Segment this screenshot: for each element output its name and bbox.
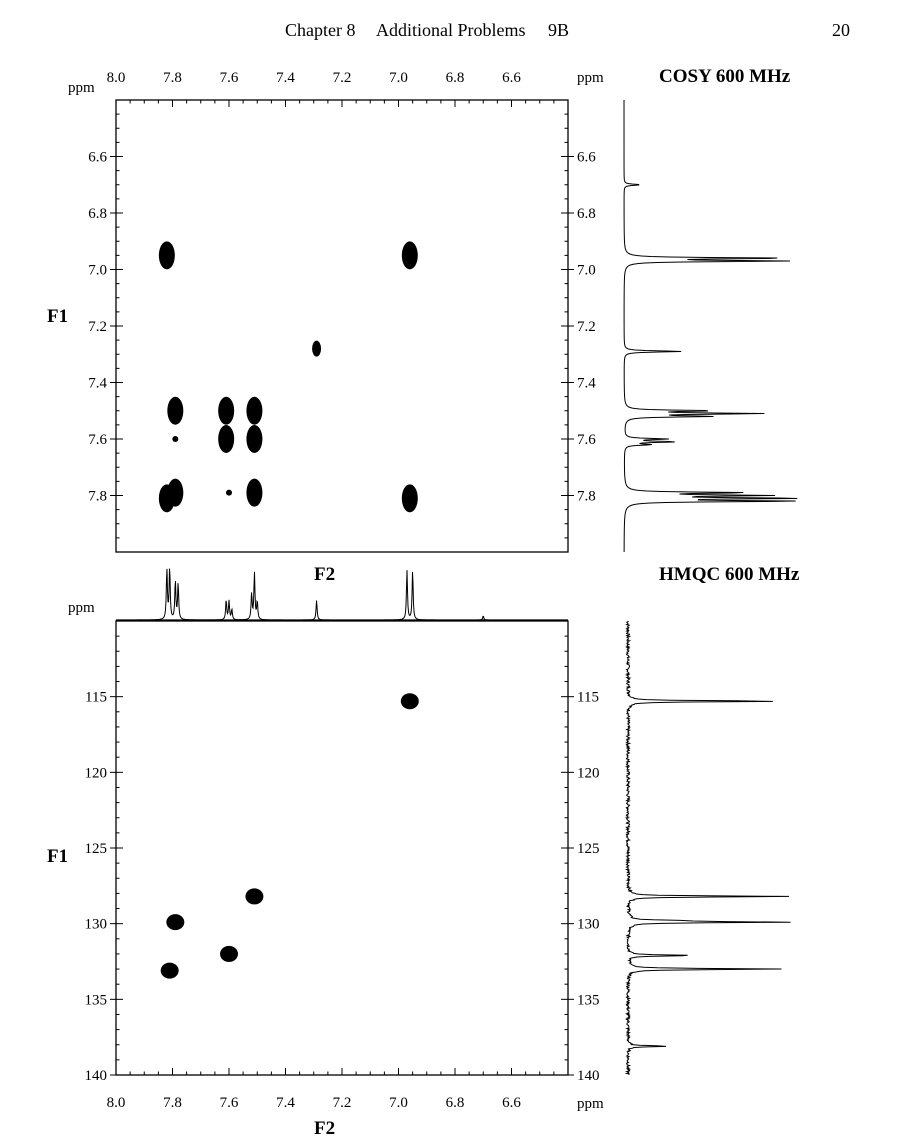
cosy-cross-peak: [158, 241, 175, 270]
hmqc-cross-peak: [220, 945, 238, 962]
x-tick-label: 8.0: [107, 70, 126, 86]
x-tick-label: 7.8: [163, 70, 182, 86]
y-tick-label-right: 7.2: [577, 319, 596, 335]
y-tick-label-left: 7.8: [88, 489, 107, 505]
y-tick-label-left: 140: [85, 1068, 108, 1084]
hmqc-x-ticks: 8.0 7.8 7.6 7.4 7.2 7.0 6.8 6.6: [107, 1068, 569, 1111]
cosy-left-unit: ppm: [68, 80, 95, 96]
x-tick-label: 7.0: [389, 1095, 408, 1111]
hmqc-panel: HMQC 600 MHz ppm 8.0 7.8 7.6 7.4 7.2 7.0 6.8 6.…: [47, 564, 800, 1139]
y-tick-label-left: 115: [85, 690, 107, 706]
y-tick-label-right: 6.8: [577, 206, 596, 222]
x-tick-label: 7.0: [389, 70, 408, 86]
y-tick-label-left: 125: [85, 841, 108, 857]
x-tick-label: 7.2: [333, 70, 352, 86]
y-tick-label-right: 6.6: [577, 150, 596, 166]
cosy-cross-peak: [401, 241, 418, 270]
y-tick-label-right: 7.0: [577, 263, 596, 279]
y-tick-label-right: 7.4: [577, 376, 596, 392]
page-header: Chapter 8 Additional Problems 9B 20: [285, 20, 850, 40]
hmqc-cross-peak: [400, 693, 419, 710]
cosy-x-ticks: 8.0 7.8 7.6 7.4 7.2 7.0 6.8 6.6: [107, 70, 569, 107]
y-tick-label-right: 120: [577, 765, 600, 781]
cosy-cross-peaks: [158, 241, 418, 513]
y-tick-label-right: 140: [577, 1068, 600, 1084]
cosy-cross-peak: [167, 478, 184, 507]
y-tick-label-right: 7.8: [577, 489, 596, 505]
header-chapter: Chapter 8: [285, 20, 355, 40]
cosy-panel: COSY 600 MHz ppm ppm 8.0 7.8 7.6 7.4 7.2 7.0 6…: [47, 66, 798, 585]
y-tick-label-right: 125: [577, 841, 600, 857]
hmqc-left-unit: ppm: [68, 600, 95, 616]
y-tick-label-left: 7.6: [88, 432, 107, 448]
cosy-cross-peak: [226, 489, 232, 496]
cosy-cross-peak: [401, 484, 418, 513]
y-tick-label-left: 6.6: [88, 150, 107, 166]
y-tick-label-left: 7.0: [88, 263, 107, 279]
x-tick-label: 6.6: [502, 70, 521, 86]
hmqc-f1-label: F1: [47, 846, 68, 867]
x-tick-label: 6.8: [446, 70, 465, 86]
hmqc-bottom-unit: ppm: [577, 1096, 604, 1112]
x-tick-label: 7.6: [220, 70, 239, 86]
y-tick-label-left: 7.2: [88, 319, 107, 335]
hmqc-f2-label: F2: [314, 1118, 335, 1139]
y-tick-label-right: 130: [577, 917, 600, 933]
cosy-cross-peak: [312, 340, 322, 357]
y-tick-label-right: 135: [577, 992, 600, 1008]
y-tick-label-left: 135: [85, 992, 108, 1008]
page-number: 20: [832, 20, 850, 40]
header-section: Additional Problems: [376, 20, 526, 40]
hmqc-title: HMQC 600 MHz: [659, 564, 800, 585]
y-tick-label-left: 130: [85, 917, 108, 933]
y-tick-label-left: 6.8: [88, 206, 107, 222]
x-tick-label: 7.2: [333, 1095, 352, 1111]
cosy-title: COSY 600 MHz: [659, 66, 791, 87]
cosy-cross-peak: [246, 425, 263, 453]
cosy-cross-peak: [218, 425, 235, 453]
y-tick-label-right: 115: [577, 690, 599, 706]
x-tick-label: 7.6: [220, 1095, 239, 1111]
hmqc-y-ticks: 115 115 120 120 125 125 130 130 135 135 140 140: [85, 620, 600, 1084]
x-tick-label: 8.0: [107, 1095, 126, 1111]
cosy-plot-frame: [115, 99, 569, 553]
cosy-cross-peak: [246, 478, 263, 507]
hmqc-plot-frame: [115, 620, 569, 1076]
cosy-cross-peak: [172, 436, 179, 442]
y-tick-label-left: 120: [85, 765, 108, 781]
x-tick-label: 7.8: [163, 1095, 182, 1111]
x-tick-label: 7.4: [276, 70, 295, 86]
cosy-y-ticks: 6.6 6.6 6.8 6.8 7.0 7.0 7.2 7.2 7.4 7.4 7.6 7.6 7.8 7…: [88, 99, 596, 553]
y-tick-label-left: 7.4: [88, 376, 107, 392]
cosy-projection-spectrum: [623, 100, 798, 552]
header-problem: 9B: [548, 20, 569, 40]
hmqc-cross-peaks: [160, 693, 419, 979]
x-tick-label: 6.6: [502, 1095, 521, 1111]
cosy-f2-label: F2: [314, 564, 335, 585]
y-tick-label-right: 7.6: [577, 432, 596, 448]
cosy-cross-peak: [246, 396, 263, 425]
cosy-right-unit: ppm: [577, 70, 604, 86]
cosy-f1-label: F1: [47, 306, 68, 327]
cosy-cross-peak: [167, 396, 184, 425]
x-tick-label: 6.8: [446, 1095, 465, 1111]
hmqc-carbon-projection-spectrum: [624, 620, 791, 1075]
cosy-cross-peak: [218, 396, 235, 425]
hmqc-top-projection-spectrum: [116, 568, 568, 621]
hmqc-cross-peak: [160, 962, 179, 979]
x-tick-label: 7.4: [276, 1095, 295, 1111]
hmqc-cross-peak: [166, 914, 185, 931]
hmqc-cross-peak: [245, 888, 264, 905]
